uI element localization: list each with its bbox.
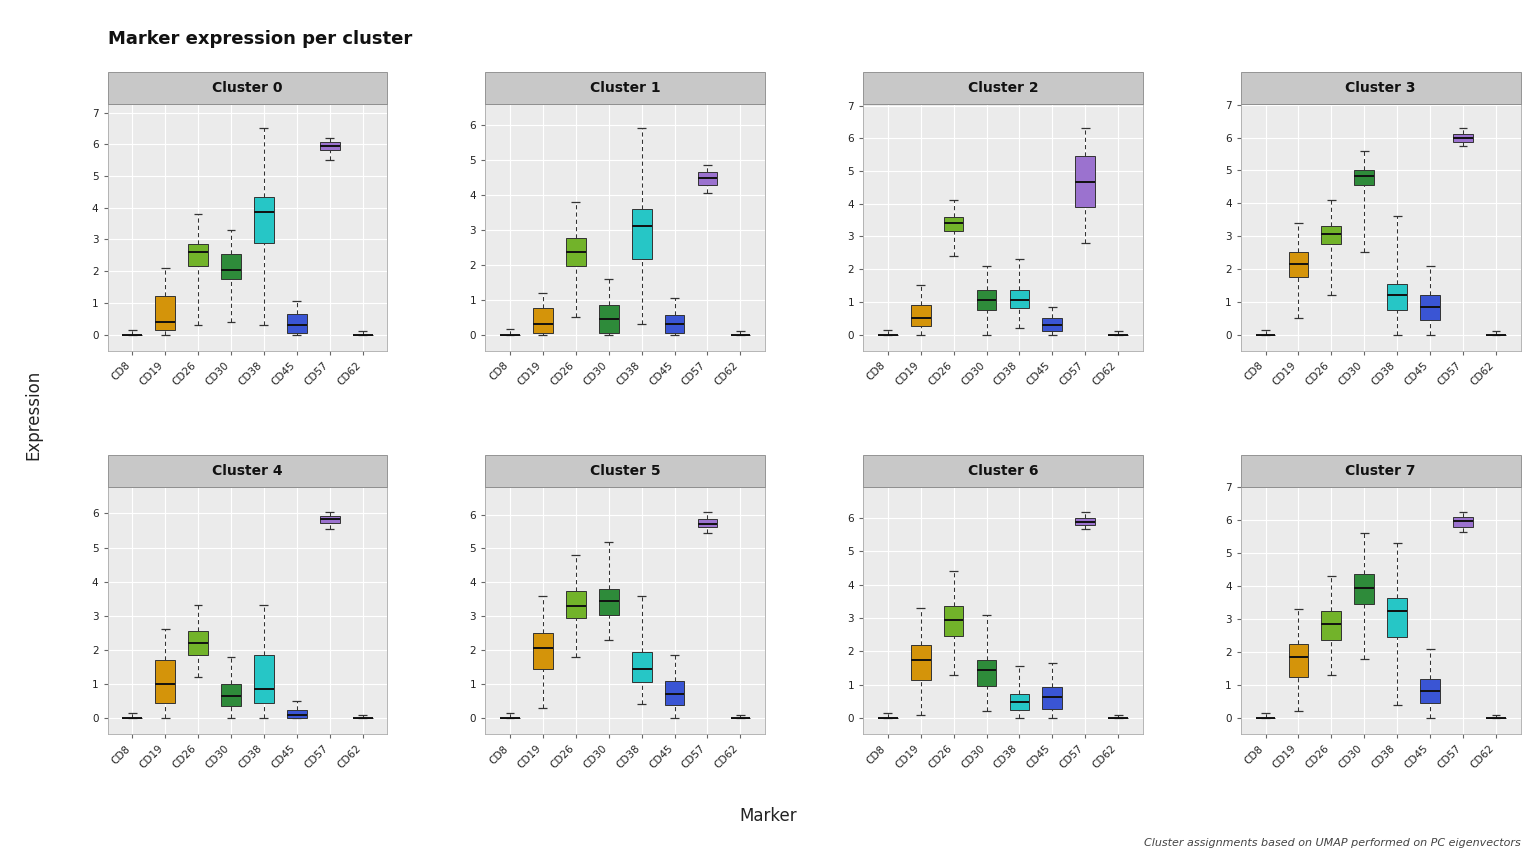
Bar: [911, 305, 931, 327]
Bar: [1043, 318, 1063, 331]
Bar: [1075, 156, 1095, 207]
Bar: [221, 683, 241, 706]
Bar: [1289, 252, 1309, 277]
Text: Cluster assignments based on UMAP performed on PC eigenvectors: Cluster assignments based on UMAP perfor…: [1144, 838, 1521, 848]
Bar: [533, 308, 553, 333]
Bar: [287, 314, 307, 333]
Bar: [863, 455, 1143, 487]
Bar: [599, 305, 619, 333]
Bar: [665, 315, 685, 333]
Bar: [189, 631, 207, 655]
Bar: [189, 245, 207, 266]
Bar: [253, 197, 273, 243]
Bar: [1241, 72, 1521, 104]
Bar: [943, 607, 963, 636]
Bar: [1321, 611, 1341, 640]
Bar: [1321, 226, 1341, 245]
Bar: [1043, 687, 1063, 708]
Bar: [565, 591, 585, 618]
Bar: [1355, 575, 1375, 604]
Bar: [155, 660, 175, 702]
Bar: [1453, 134, 1473, 142]
Bar: [565, 238, 585, 266]
Text: Marker expression per cluster: Marker expression per cluster: [108, 30, 412, 48]
Bar: [1241, 455, 1521, 487]
Bar: [108, 72, 387, 104]
Bar: [943, 217, 963, 232]
Bar: [697, 518, 717, 527]
Bar: [1387, 598, 1407, 637]
Bar: [631, 651, 651, 683]
Bar: [1075, 518, 1095, 525]
Bar: [1009, 290, 1029, 308]
Text: Cluster 7: Cluster 7: [1346, 464, 1416, 478]
Bar: [1421, 679, 1439, 703]
Bar: [485, 72, 765, 104]
Bar: [665, 682, 685, 705]
Bar: [631, 209, 651, 259]
Bar: [863, 72, 1143, 104]
Bar: [911, 645, 931, 680]
Bar: [1009, 694, 1029, 709]
Bar: [599, 589, 619, 614]
Bar: [977, 659, 997, 686]
Text: Cluster 0: Cluster 0: [212, 80, 283, 94]
Text: Expression: Expression: [25, 370, 43, 460]
Bar: [221, 254, 241, 279]
Text: Marker: Marker: [739, 808, 797, 825]
Text: Cluster 5: Cluster 5: [590, 464, 660, 478]
Text: Cluster 6: Cluster 6: [968, 464, 1038, 478]
Bar: [697, 172, 717, 185]
Bar: [319, 142, 339, 150]
Text: Cluster 2: Cluster 2: [968, 80, 1038, 94]
Text: Cluster 1: Cluster 1: [590, 80, 660, 94]
Text: Cluster 3: Cluster 3: [1346, 80, 1416, 94]
Bar: [108, 455, 387, 487]
Bar: [287, 710, 307, 718]
Bar: [1387, 283, 1407, 310]
Bar: [253, 655, 273, 702]
Bar: [1421, 295, 1439, 320]
Text: Cluster 4: Cluster 4: [212, 464, 283, 478]
Bar: [319, 516, 339, 523]
Bar: [1453, 518, 1473, 527]
Bar: [485, 455, 765, 487]
Bar: [1355, 170, 1375, 185]
Bar: [977, 290, 997, 310]
Bar: [155, 296, 175, 330]
Bar: [533, 633, 553, 669]
Bar: [1289, 644, 1309, 677]
